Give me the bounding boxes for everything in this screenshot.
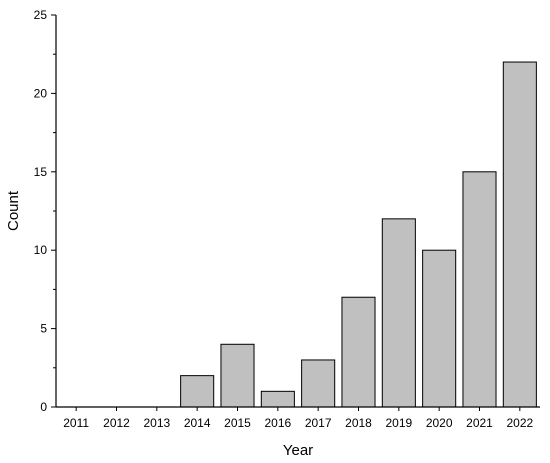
y-tick-label: 15: [34, 165, 48, 179]
y-tick-label: 10: [34, 243, 48, 257]
y-tick-label: 0: [40, 400, 47, 414]
y-axis-title: Count: [5, 190, 22, 231]
x-tick-label-2014: 2014: [184, 416, 211, 430]
bar-2015: [220, 343, 255, 408]
x-tick-label-2017: 2017: [305, 416, 332, 430]
x-tick-label-2013: 2013: [143, 416, 170, 430]
bar-2021: [462, 171, 497, 408]
bar-2014: [180, 375, 215, 408]
bar-2016: [260, 390, 295, 408]
y-tick-label: 25: [34, 8, 48, 22]
bar-2020: [422, 249, 457, 408]
x-tick-label-2019: 2019: [385, 416, 412, 430]
x-axis-title: Year: [283, 442, 313, 459]
x-tick-label-2016: 2016: [264, 416, 291, 430]
x-tick-label-2012: 2012: [103, 416, 130, 430]
bar-2017: [301, 359, 336, 408]
x-tick-label-2022: 2022: [506, 416, 533, 430]
bars-layer: [180, 61, 537, 408]
bar-2018: [341, 296, 376, 408]
x-tick-label-2011: 2011: [63, 416, 89, 430]
y-tick-label: 20: [34, 86, 48, 100]
x-tick-label-2020: 2020: [426, 416, 453, 430]
bar-2022: [502, 61, 537, 408]
x-tick-label-2018: 2018: [345, 416, 372, 430]
bar-2019: [381, 218, 416, 408]
y-tick-label: 5: [40, 322, 47, 336]
x-tick-label-2021: 2021: [466, 416, 493, 430]
x-tick-label-2015: 2015: [224, 416, 251, 430]
y-ticks-layer: 0 5 10 15 20 25: [34, 8, 56, 414]
x-ticks-layer: 2011 2012 2013 2014 2015 2016 2017 2018 2019 2020…: [63, 407, 533, 430]
